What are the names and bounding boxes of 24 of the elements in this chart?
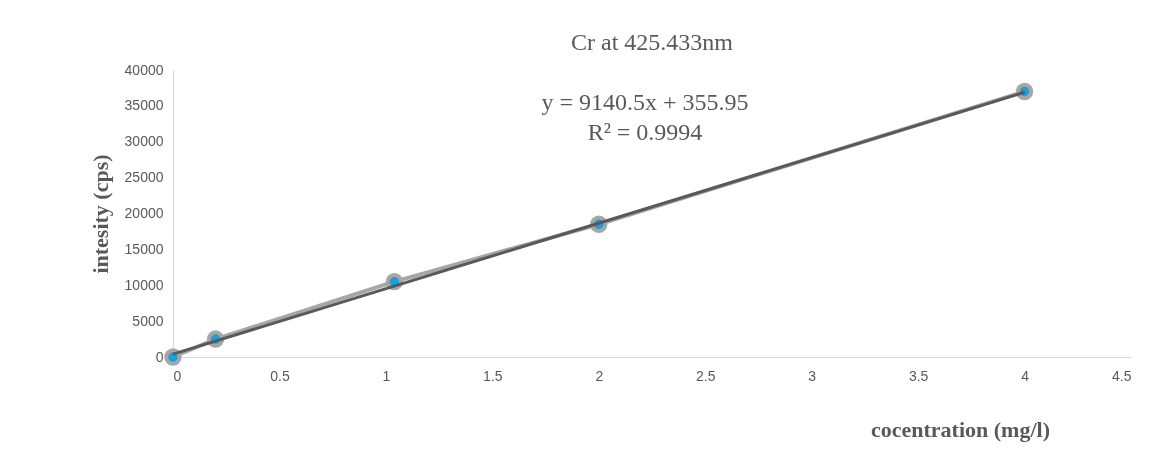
y-axis-title: intesity (cps) <box>87 154 113 274</box>
x-axis-title: cocentration (mg/l) <box>871 416 1050 442</box>
annotation: y = 9140.5x + 355.95 <box>541 89 749 115</box>
x-tick-label: 1 <box>382 367 391 384</box>
y-tick-label: 30000 <box>124 133 164 150</box>
annotation: R² = 0.9994 <box>587 119 703 145</box>
y-tick-label: 10000 <box>124 276 164 293</box>
y-tick-label: 40000 <box>124 61 164 78</box>
y-tick-label: 35000 <box>124 97 164 114</box>
y-tick-label: 25000 <box>124 169 164 186</box>
y-tick-label: 0 <box>155 348 164 365</box>
x-tick-label: 1.5 <box>483 367 503 384</box>
chart-title: Cr at 425.433nm <box>571 29 734 55</box>
y-tick-label: 15000 <box>124 240 164 257</box>
x-tick-label: 4.5 <box>1112 367 1132 384</box>
x-tick-label: 0 <box>173 367 182 384</box>
y-tick-label: 20000 <box>124 205 164 221</box>
x-tick-label: 4 <box>1021 367 1030 384</box>
y-tick-label: 5000 <box>132 312 164 329</box>
x-tick-label: 3.5 <box>908 367 929 384</box>
x-tick-label: 2.5 <box>695 367 716 384</box>
x-tick-label: 0.5 <box>270 367 290 384</box>
x-tick-label: 3 <box>808 367 817 384</box>
x-tick-label: 2 <box>595 367 604 384</box>
